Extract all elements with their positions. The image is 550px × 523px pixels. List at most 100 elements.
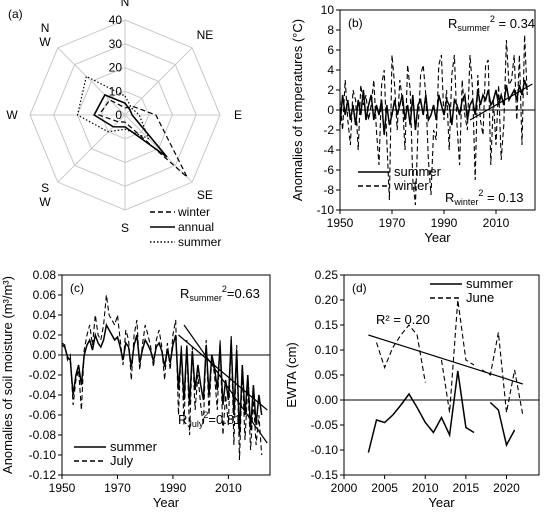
direction-label: N	[41, 21, 50, 35]
panel-label: (b)	[348, 16, 363, 30]
y-tick-label: -0.08	[29, 428, 57, 442]
series-line-June	[440, 299, 475, 413]
y-tick-label: 10	[321, 3, 335, 17]
y-tick-label: 0.10	[315, 343, 339, 357]
y-tick-label: 0.00	[315, 393, 339, 407]
x-axis-label: Year	[424, 230, 451, 245]
direction-label: SE	[197, 188, 213, 202]
direction-label: W	[39, 35, 51, 49]
x-tick-label: 1970	[104, 481, 131, 495]
x-tick-label: 1950	[327, 216, 354, 230]
x-tick-label: 1970	[379, 216, 406, 230]
series-line-winter	[339, 34, 528, 206]
x-tick-label: 2010	[412, 481, 439, 495]
x-tick-label: 1990	[160, 481, 187, 495]
radar-series-annual	[93, 93, 168, 158]
y-tick-label: 0.08	[33, 268, 57, 282]
series-line-June	[481, 332, 524, 416]
trend-line	[178, 334, 268, 411]
y-tick-label: 0.25	[315, 268, 339, 282]
y-tick-label: -0.05	[311, 418, 339, 432]
direction-label: S	[41, 181, 49, 195]
y-tick-label: -0.15	[311, 468, 339, 482]
y-axis-label: Anomalies of temperatures (°C)	[290, 19, 305, 201]
panel-label: (a)	[8, 7, 23, 21]
y-tick-label: -4	[323, 143, 334, 157]
x-tick-label: 1990	[431, 216, 458, 230]
y-tick-label: -8	[323, 183, 334, 197]
annotation: Rwinter2 = 0.13	[445, 188, 524, 207]
legend-label: July	[110, 453, 134, 468]
legend-label: summer	[178, 235, 221, 249]
radar-tick-label: 10	[109, 84, 123, 98]
x-tick-label: 2020	[493, 481, 520, 495]
y-tick-label: 0.15	[315, 318, 339, 332]
y-axis-label: EWTA (cm)	[284, 342, 299, 407]
series-line-June	[375, 324, 426, 383]
y-tick-label: -0.10	[311, 443, 339, 457]
x-tick-label: 2010	[483, 216, 510, 230]
trend-line	[368, 334, 523, 385]
y-tick-label: 0.00	[33, 348, 57, 362]
annotation: R² = 0.20	[376, 312, 430, 327]
y-tick-label: -2	[323, 123, 334, 137]
legend-label: June	[466, 290, 494, 305]
y-tick-label: -0.02	[29, 368, 57, 382]
direction-label: N	[121, 0, 130, 9]
panel-label: (d)	[352, 281, 367, 295]
direction-label: NE	[197, 28, 214, 42]
panel-b: -10 -8 -6 -4 -2 0 2 4 6 8 10 1950 1970 1990 2010 Year An…	[290, 3, 536, 245]
legend-label: winter	[393, 178, 429, 193]
radar-tick-label: 0	[115, 108, 122, 122]
y-tick-label: -0.10	[29, 448, 57, 462]
radar-spoke	[124, 47, 193, 116]
y-tick-label: -0.12	[29, 468, 57, 482]
panel-c: -0.12 -0.10 -0.08 -0.06 -0.04 -0.02 0.00 0.02 0.…	[0, 268, 271, 510]
direction-label: E	[234, 108, 242, 122]
x-axis-label: Year	[153, 495, 180, 510]
y-tick-label: 0.20	[315, 293, 339, 307]
legend-label: summer	[394, 164, 442, 179]
direction-label: S	[121, 221, 129, 235]
trend-line	[469, 83, 533, 121]
panel-d: -0.15 -0.10 -0.05 0.00 0.05 0.10 0.15 0.20 0.25 2…	[284, 268, 540, 510]
panel-label: (c)	[70, 281, 84, 295]
legend-label: annual	[178, 220, 214, 234]
y-tick-label: -10	[317, 203, 335, 217]
y-axis-label: Anomalies of soil moisture (m³/m³)	[0, 276, 15, 474]
legend-label: summer	[110, 439, 158, 454]
x-tick-label: 2000	[331, 481, 358, 495]
radar-series-summer	[76, 75, 150, 140]
plot-frame	[61, 274, 271, 476]
series-line-July	[61, 294, 263, 461]
direction-label: W	[6, 108, 18, 122]
x-tick-label: 2015	[453, 481, 480, 495]
y-tick-label: -6	[323, 163, 334, 177]
y-tick-label: 0.02	[33, 328, 57, 342]
x-tick-label: 2005	[371, 481, 398, 495]
legend-label: winter	[177, 205, 210, 219]
radar-spoke	[124, 114, 193, 183]
y-tick-label: -0.04	[29, 388, 57, 402]
radar-tick-label: 30	[109, 37, 123, 51]
radar-spoke	[57, 47, 126, 116]
legend-label: summer	[466, 276, 514, 291]
direction-label: W	[39, 195, 51, 209]
y-tick-label: 2	[327, 83, 334, 97]
y-tick-label: 0.06	[33, 288, 57, 302]
panel-a: 010203040NNEESESSWWNWwinterannualsummer(…	[6, 0, 242, 249]
plot-frame	[343, 274, 540, 476]
x-tick-label: 1950	[49, 481, 76, 495]
y-tick-label: 0	[327, 103, 334, 117]
y-tick-label: 0.04	[33, 308, 57, 322]
radar-tick-label: 40	[109, 13, 123, 27]
radar-tick-label: 20	[109, 61, 123, 75]
y-tick-label: 8	[327, 23, 334, 37]
x-tick-label: 2010	[215, 481, 242, 495]
series-line-summer	[339, 79, 528, 136]
x-axis-label: Year	[428, 495, 455, 510]
radar-series-winter	[97, 99, 188, 178]
trend-line	[183, 324, 268, 444]
series-line-summer	[367, 370, 475, 453]
